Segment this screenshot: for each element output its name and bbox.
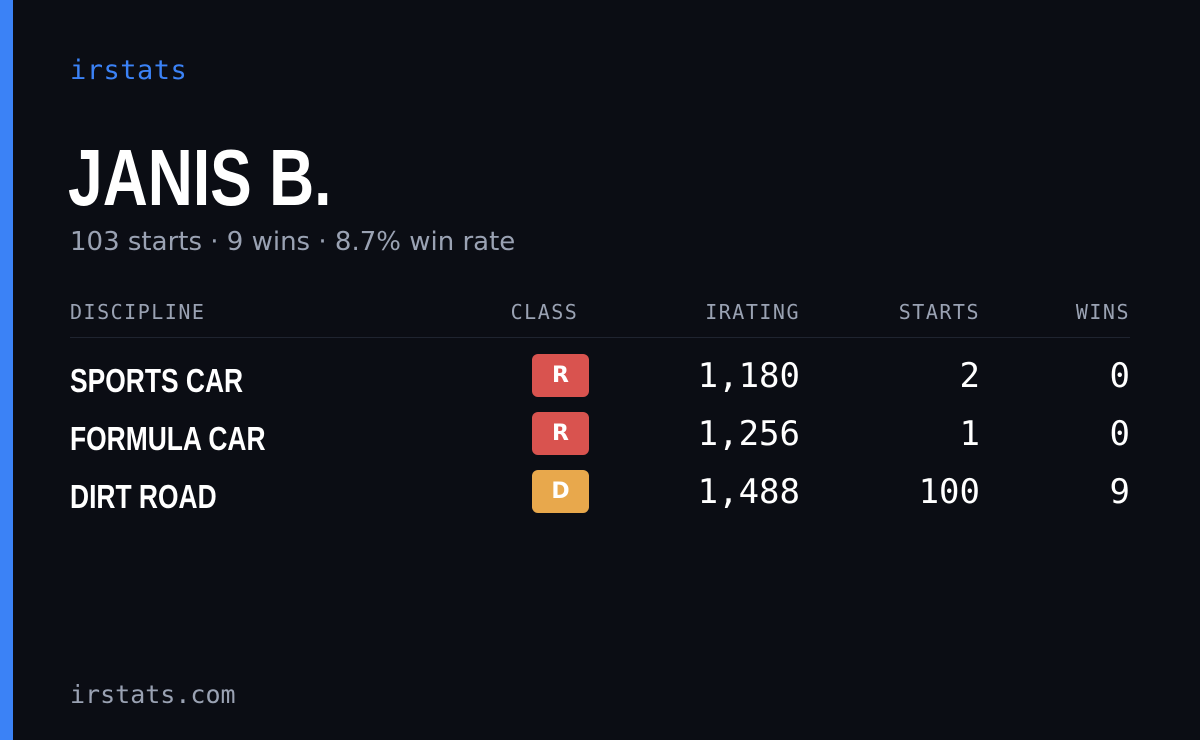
wins-value: 0 (1109, 414, 1130, 454)
starts-value: 2 (959, 356, 980, 396)
accent-bar (0, 0, 13, 740)
header-wins: WINS (1075, 300, 1130, 324)
header-starts: STARTS (898, 300, 980, 324)
discipline-name: SPORTS CAR (70, 362, 244, 399)
starts-value: 1 (959, 414, 980, 454)
discipline-name: FORMULA CAR (70, 420, 266, 457)
class-badge: D (532, 470, 589, 513)
table-row: DIRT ROAD D 1,488 100 9 (70, 470, 1130, 528)
header-divider (70, 337, 1130, 338)
header-discipline: DISCIPLINE (70, 300, 206, 324)
driver-name: JANIS B. (68, 133, 332, 222)
wins-value: 0 (1109, 356, 1130, 396)
irating-value: 1,488 (697, 472, 800, 512)
class-badge: R (532, 354, 589, 397)
table-row: FORMULA CAR R 1,256 1 0 (70, 412, 1130, 470)
irating-value: 1,180 (697, 356, 800, 396)
table-row: SPORTS CAR R 1,180 2 0 (70, 354, 1130, 412)
header-irating: IRATING (705, 300, 800, 324)
driver-summary: 103 starts · 9 wins · 8.7% win rate (70, 227, 516, 257)
wins-value: 9 (1109, 472, 1130, 512)
class-badge: R (532, 412, 589, 455)
starts-value: 100 (918, 472, 980, 512)
discipline-name: DIRT ROAD (70, 478, 217, 515)
header-class: CLASS (510, 300, 579, 324)
footer-url: irstats.com (70, 680, 236, 709)
brand-logo: irstats (70, 55, 188, 86)
irating-value: 1,256 (697, 414, 800, 454)
